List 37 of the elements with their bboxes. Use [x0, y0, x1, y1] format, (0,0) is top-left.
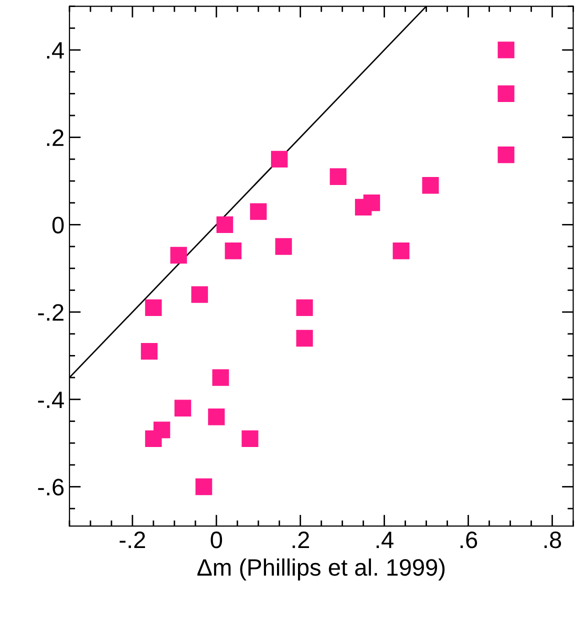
y-tick-label: -.6: [38, 478, 64, 496]
y-tick-label: 0: [52, 216, 64, 234]
point: [170, 246, 187, 264]
point: [216, 216, 234, 234]
y-tick-label: .2: [47, 129, 64, 146]
y-tick-label: .4: [47, 42, 64, 59]
x-tick-label: .8: [544, 532, 562, 548]
x-tick-label: .2: [292, 532, 310, 548]
point: [498, 42, 514, 58]
point: [140, 343, 158, 360]
y-tick-label: -.4: [38, 392, 64, 408]
point: [275, 238, 292, 255]
point: [212, 369, 229, 386]
point: [174, 400, 192, 416]
y-tick-label: -.2: [38, 304, 64, 321]
point: [392, 242, 410, 260]
point: [296, 299, 313, 316]
x-tick-label: -.2: [120, 532, 146, 548]
point: [242, 430, 258, 448]
point: [195, 478, 212, 496]
point: [208, 408, 225, 426]
x-tick-label: 0: [210, 532, 222, 548]
point: [224, 242, 242, 260]
point: [250, 203, 267, 220]
point: [145, 299, 162, 316]
point: [498, 85, 514, 102]
point: [271, 150, 288, 168]
point: [145, 430, 162, 448]
x-tick-label: .4: [376, 532, 394, 548]
point: [191, 286, 208, 303]
x-tick-label: .6: [460, 532, 478, 548]
point: [422, 177, 439, 194]
x-axis-title: Δm (Phillips et al. 1999): [197, 558, 445, 580]
point: [296, 330, 313, 347]
point: [498, 146, 514, 164]
point: [330, 168, 346, 185]
point: [363, 194, 380, 212]
